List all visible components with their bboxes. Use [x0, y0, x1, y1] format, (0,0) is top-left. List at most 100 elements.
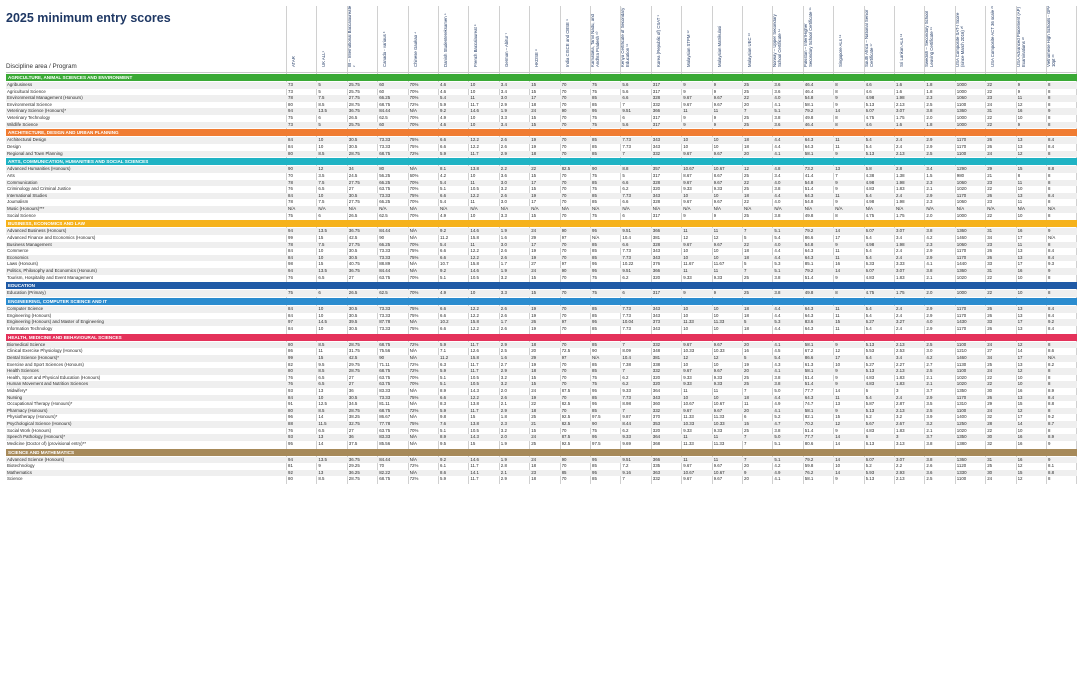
score-cell: 9.51	[622, 268, 631, 273]
score-cell: 8	[1048, 381, 1051, 387]
column-header: Sri Lankan ALs ¹⁸	[894, 6, 925, 68]
score-cell: 90	[561, 268, 567, 273]
score-cell: 75	[592, 173, 597, 178]
score-cell: 73.33	[379, 312, 391, 318]
score-cell: 3.2	[896, 414, 903, 420]
score-cell: 84	[288, 192, 293, 198]
score-cell: 11.7	[470, 101, 479, 107]
score-cell: 75.56	[379, 348, 391, 354]
score-cell: 8.4	[1048, 248, 1055, 254]
score-cell: 85	[592, 407, 597, 413]
score-cell: 1020	[956, 381, 967, 387]
score-cell: 19	[531, 312, 537, 318]
score-cell: 2.4	[896, 192, 903, 198]
score-cell: 7.5	[318, 95, 325, 101]
score-cell: 12	[835, 348, 841, 354]
score-cell: 62.5	[379, 115, 388, 120]
score-cell: 11	[835, 248, 840, 254]
score-cell: 8	[1048, 241, 1051, 247]
score-cell: 95	[592, 401, 597, 407]
score-cell: 9.33	[713, 274, 723, 280]
score-cell: 84	[288, 326, 293, 331]
score-cell: 70%	[409, 186, 419, 192]
score-cell: 8.4	[1048, 394, 1055, 400]
score-cell: 328	[652, 95, 661, 101]
score-cell: 10	[835, 361, 841, 367]
table-row: Education (Primary) 75 6 26.5 62.5 70% 4.9 10 3.…	[6, 290, 1077, 297]
table-row: Science 80 8.5 28.75 68.75 72% 5.9 11.7 2.9 18 70 8…	[6, 476, 1077, 483]
score-cell: 317	[652, 88, 661, 94]
score-cell: 343	[652, 312, 661, 318]
score-cell: 34	[348, 166, 354, 172]
score-cell: 15	[835, 319, 841, 325]
score-cell: 82	[288, 361, 293, 367]
table-row: Veterinary Science (Honours)* 94 13.5 36.75…	[6, 108, 1077, 115]
program-name: Health Sciences	[7, 368, 39, 374]
score-cell: 66.25	[379, 199, 391, 205]
score-cell: 9	[683, 212, 686, 218]
score-cell: 8.9	[440, 434, 447, 440]
score-cell: 84	[288, 137, 293, 143]
score-cell: 24	[531, 228, 537, 234]
score-cell: 80	[288, 476, 293, 482]
table-row: Nursing 84 10 30.5 73.33 75% 6.6 12.2 2.6 19 70 85 7…	[6, 394, 1077, 402]
score-cell: 317	[652, 115, 661, 120]
score-cell: N/A	[592, 206, 600, 211]
score-cell: 7.73	[622, 248, 631, 254]
score-cell: 19	[531, 248, 537, 254]
table-row: Advanced Science (Honours) 94 13.5 36.75 84.…	[6, 456, 1077, 464]
score-cell: 90	[592, 166, 597, 172]
score-cell: 1.6	[500, 235, 507, 240]
score-cell: 10.7	[440, 261, 449, 267]
score-cell: 58.1	[804, 150, 814, 156]
score-cell: N/A	[409, 235, 417, 240]
score-cell: 3.5	[318, 173, 325, 178]
score-cell: 7.38	[622, 361, 631, 367]
score-cell: N/A	[409, 456, 417, 462]
score-cell: 1060	[956, 95, 967, 101]
score-cell: 12.5	[318, 401, 327, 407]
score-cell: 15	[1017, 401, 1023, 407]
score-cell: 14	[835, 469, 841, 475]
column-header: USA Composite ACT 36 scale ²¹	[985, 6, 1016, 68]
score-cell: 12	[318, 166, 324, 172]
score-cell: 70	[561, 476, 567, 482]
score-cell: 10	[713, 144, 719, 149]
score-cell: 22	[744, 179, 749, 185]
score-cell: 5.1	[774, 456, 781, 462]
score-cell: 20	[744, 463, 749, 469]
score-cell: 95	[592, 261, 597, 267]
score-cell: 25	[744, 274, 749, 280]
score-cell: 51.4	[804, 381, 814, 387]
score-cell: 64.3	[804, 326, 814, 331]
score-cell: 10	[683, 361, 689, 367]
score-cell: 75%	[409, 137, 419, 143]
score-cell: 10	[318, 137, 324, 143]
score-cell: 2.2	[500, 166, 507, 172]
score-cell: 14.6	[470, 108, 479, 114]
score-cell: 2.6	[500, 144, 507, 149]
score-cell: 18	[744, 394, 749, 400]
score-cell: 5.27	[865, 361, 875, 367]
table-row: Health Sciences 80 8.5 28.75 68.75 72% 5.9 11.7…	[6, 368, 1077, 375]
score-cell: 4.6	[865, 82, 872, 87]
program-name: Agricultural Science	[7, 88, 46, 94]
score-cell: 24	[531, 108, 537, 114]
score-cell: 2.53	[896, 348, 905, 354]
score-cell: 1.98	[896, 95, 905, 101]
score-cell: 9.33	[622, 434, 631, 440]
score-cell: 1060	[956, 199, 967, 205]
score-cell: 8	[1048, 186, 1051, 192]
score-cell: 6.6	[440, 394, 447, 400]
column-header-program: Discipline area / Program	[6, 63, 77, 70]
score-cell: 10	[683, 312, 689, 318]
score-cell: 11.33	[683, 319, 694, 325]
program-name: Information Technology	[7, 326, 53, 331]
score-cell: 11.2	[440, 355, 449, 360]
score-cell: 26	[987, 394, 993, 400]
program-name: Nursing	[7, 394, 23, 400]
score-cell: 46.4	[804, 82, 814, 87]
score-cell: 95	[592, 228, 597, 234]
score-cell: N/A	[379, 206, 387, 211]
score-cell: 70	[561, 463, 567, 469]
